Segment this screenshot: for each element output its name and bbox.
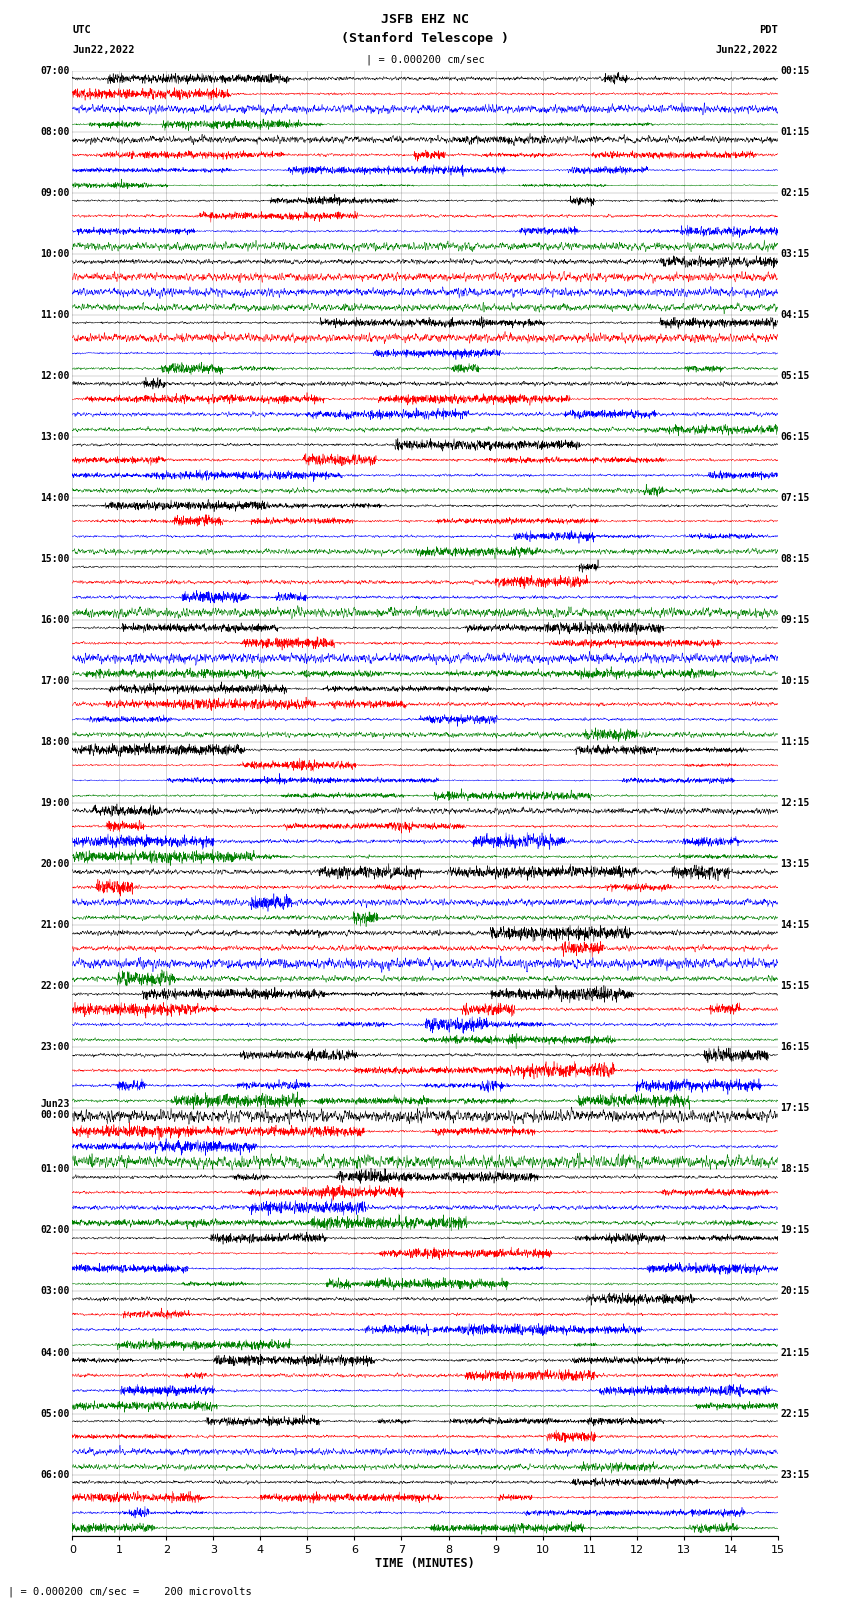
Text: 03:15: 03:15 xyxy=(780,248,810,260)
Text: 12:15: 12:15 xyxy=(780,798,810,808)
Text: 09:00: 09:00 xyxy=(40,189,70,198)
Text: 23:00: 23:00 xyxy=(40,1042,70,1052)
Text: 20:00: 20:00 xyxy=(40,860,70,869)
Text: 00:00: 00:00 xyxy=(40,1110,70,1119)
Text: 05:15: 05:15 xyxy=(780,371,810,381)
Text: 08:15: 08:15 xyxy=(780,555,810,565)
Text: 10:00: 10:00 xyxy=(40,248,70,260)
Text: Jun22,2022: Jun22,2022 xyxy=(715,45,778,55)
Text: JSFB EHZ NC: JSFB EHZ NC xyxy=(381,13,469,26)
Text: 08:00: 08:00 xyxy=(40,127,70,137)
Text: 22:15: 22:15 xyxy=(780,1408,810,1418)
Text: 20:15: 20:15 xyxy=(780,1287,810,1297)
Text: 06:15: 06:15 xyxy=(780,432,810,442)
Text: | = 0.000200 cm/sec =    200 microvolts: | = 0.000200 cm/sec = 200 microvolts xyxy=(8,1586,252,1597)
Text: 19:00: 19:00 xyxy=(40,798,70,808)
Text: | = 0.000200 cm/sec: | = 0.000200 cm/sec xyxy=(366,53,484,65)
Text: 00:15: 00:15 xyxy=(780,66,810,76)
Text: 16:15: 16:15 xyxy=(780,1042,810,1052)
Text: Jun22,2022: Jun22,2022 xyxy=(72,45,135,55)
Text: 05:00: 05:00 xyxy=(40,1408,70,1418)
Text: 21:00: 21:00 xyxy=(40,921,70,931)
Text: 09:15: 09:15 xyxy=(780,615,810,626)
Text: 18:00: 18:00 xyxy=(40,737,70,747)
Text: 03:00: 03:00 xyxy=(40,1287,70,1297)
Text: 18:15: 18:15 xyxy=(780,1165,810,1174)
Text: (Stanford Telescope ): (Stanford Telescope ) xyxy=(341,32,509,45)
Text: 04:00: 04:00 xyxy=(40,1347,70,1358)
Text: 14:00: 14:00 xyxy=(40,494,70,503)
Text: 02:15: 02:15 xyxy=(780,189,810,198)
Text: 15:00: 15:00 xyxy=(40,555,70,565)
Text: 19:15: 19:15 xyxy=(780,1226,810,1236)
Text: 02:00: 02:00 xyxy=(40,1226,70,1236)
Text: 06:00: 06:00 xyxy=(40,1469,70,1479)
Text: PDT: PDT xyxy=(759,26,778,35)
Text: 16:00: 16:00 xyxy=(40,615,70,626)
Text: 10:15: 10:15 xyxy=(780,676,810,686)
Text: 23:15: 23:15 xyxy=(780,1469,810,1479)
Text: 04:15: 04:15 xyxy=(780,310,810,319)
Text: 13:00: 13:00 xyxy=(40,432,70,442)
Text: 11:00: 11:00 xyxy=(40,310,70,319)
Text: 17:00: 17:00 xyxy=(40,676,70,686)
Text: 12:00: 12:00 xyxy=(40,371,70,381)
Text: 22:00: 22:00 xyxy=(40,981,70,992)
X-axis label: TIME (MINUTES): TIME (MINUTES) xyxy=(375,1558,475,1571)
Text: 13:15: 13:15 xyxy=(780,860,810,869)
Text: 01:00: 01:00 xyxy=(40,1165,70,1174)
Text: 11:15: 11:15 xyxy=(780,737,810,747)
Text: UTC: UTC xyxy=(72,26,91,35)
Text: Jun23: Jun23 xyxy=(40,1098,70,1108)
Text: 01:15: 01:15 xyxy=(780,127,810,137)
Text: 07:15: 07:15 xyxy=(780,494,810,503)
Text: 07:00: 07:00 xyxy=(40,66,70,76)
Text: 21:15: 21:15 xyxy=(780,1347,810,1358)
Text: 14:15: 14:15 xyxy=(780,921,810,931)
Text: 15:15: 15:15 xyxy=(780,981,810,992)
Text: 17:15: 17:15 xyxy=(780,1103,810,1113)
